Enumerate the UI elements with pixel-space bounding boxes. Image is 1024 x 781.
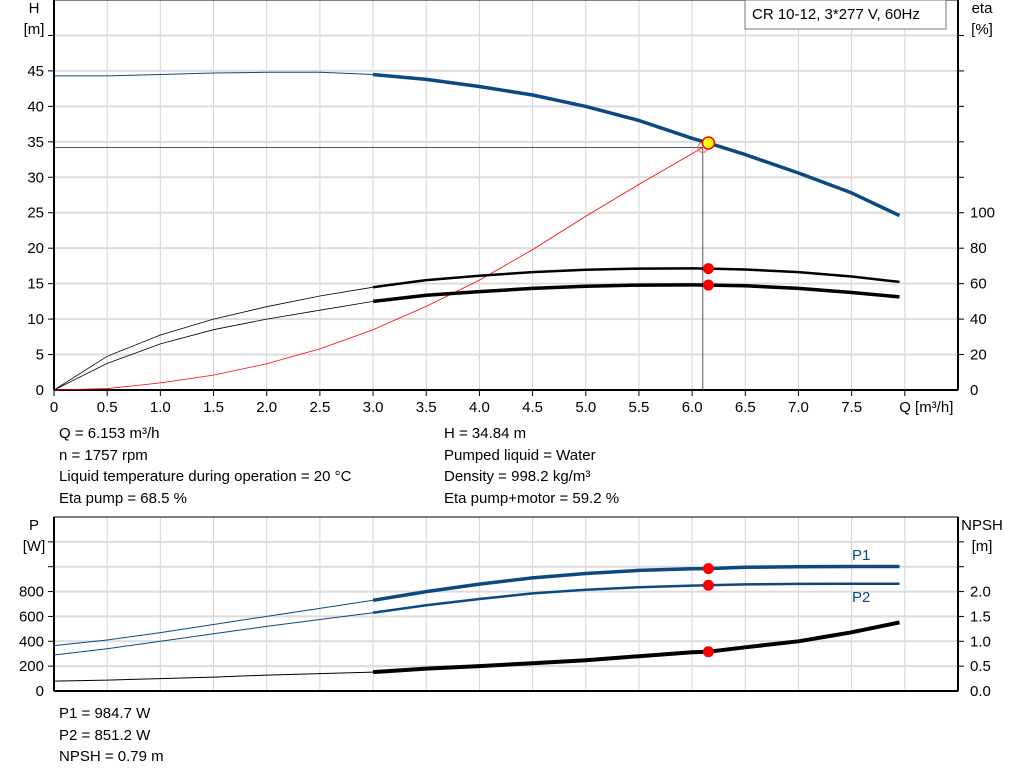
eta-total-marker xyxy=(702,279,714,291)
top-y-tick-label: 0 xyxy=(36,382,44,399)
npsh-curve xyxy=(372,620,900,675)
top-y-tick-label: 15 xyxy=(27,276,44,293)
x-tick-label: 6.0 xyxy=(682,399,703,416)
chart-title: CR 10-12, 3*277 V, 60Hz xyxy=(752,6,920,23)
info-flow: Q = 6.153 m³/h xyxy=(59,425,160,442)
top-y-label: H xyxy=(29,0,40,17)
info-npsh: NPSH = 0.79 m xyxy=(59,748,164,765)
top-y-tick-label: 30 xyxy=(27,169,44,186)
x-tick-label: 7.5 xyxy=(841,399,862,416)
top-y2-tick-label: 100 xyxy=(970,205,995,222)
bottom-y2-tick-label: 0.5 xyxy=(970,658,991,675)
p1-series-label: P1 xyxy=(852,547,870,564)
p1-marker xyxy=(702,563,714,575)
head-curve-thin xyxy=(54,71,374,77)
info-top-left: Q = 6.153 m³/h n = 1757 rpm Liquid tempe… xyxy=(59,423,351,509)
x-tick-label: 3.5 xyxy=(416,399,437,416)
eta-pump-curve-thin xyxy=(53,286,374,391)
info-eta-total: Eta pump+motor = 59.2 % xyxy=(444,489,620,507)
npsh-curve-thin xyxy=(53,671,374,682)
info-head: H = 34.84 m xyxy=(444,425,527,442)
top-y-tick-label: 20 xyxy=(27,240,44,257)
x-tick-label: 6.5 xyxy=(735,399,756,416)
top-y2-tick-label: 40 xyxy=(970,311,987,328)
x-tick-label: 3.0 xyxy=(363,399,384,416)
top-y2-tick-label: 80 xyxy=(970,240,987,257)
x-tick-label: 2.0 xyxy=(256,399,277,416)
npsh-marker xyxy=(702,646,714,658)
x-tick-label: 4.5 xyxy=(522,399,543,416)
x-tick-label: 5.0 xyxy=(575,399,596,416)
top-y2-tick-label: 0 xyxy=(970,382,978,399)
x-axis-label: Q [m³/h] xyxy=(899,399,953,416)
top-y2-label: eta xyxy=(972,0,994,17)
top-y2-tick-label: 20 xyxy=(970,347,987,364)
bottom-y-tick-label: 200 xyxy=(19,658,44,675)
top-y-tick-label: 40 xyxy=(27,98,44,115)
info-p1: P1 = 984.7 W xyxy=(59,705,151,722)
p2-curve xyxy=(372,582,900,614)
bottom-y-tick-label: 400 xyxy=(19,633,44,650)
p1-curve-thin xyxy=(53,599,374,647)
p2-marker xyxy=(702,579,714,591)
bottom-y-tick-label: 600 xyxy=(19,608,44,625)
eta-total-curve xyxy=(372,283,900,304)
system-curve xyxy=(53,147,703,391)
p1-curve xyxy=(372,564,900,603)
title-box xyxy=(744,0,947,30)
x-tick-label: 7.0 xyxy=(788,399,809,416)
info-density: Density = 998.2 kg/m³ xyxy=(444,468,591,485)
x-tick-label: 2.5 xyxy=(309,399,330,416)
top-y2-tick-label: 60 xyxy=(970,276,987,293)
x-tick-label: 5.5 xyxy=(629,399,650,416)
info-top-right: H = 34.84 m Pumped liquid = Water Densit… xyxy=(444,423,619,509)
p2-curve-thin xyxy=(53,612,374,656)
bottom-y2-label: NPSH xyxy=(961,517,1003,534)
duty-point-marker xyxy=(701,136,716,150)
info-p2: P2 = 851.2 W xyxy=(59,726,151,744)
x-tick-label: 1.0 xyxy=(150,399,171,416)
x-tick-label: 4.0 xyxy=(469,399,490,416)
top-frame xyxy=(53,0,959,391)
head-curve xyxy=(372,72,901,218)
info-liquid: Pumped liquid = Water xyxy=(444,446,596,464)
top-y2-unit: [%] xyxy=(971,21,993,38)
bottom-y2-tick-label: 1.5 xyxy=(970,608,991,625)
bottom-y-label: P xyxy=(29,517,39,534)
eta-pump-curve xyxy=(372,267,900,289)
eta-pump-marker xyxy=(702,263,714,275)
top-y-tick-label: 35 xyxy=(27,134,44,151)
x-tick-label: 1.5 xyxy=(203,399,224,416)
top-y-unit: [m] xyxy=(24,21,45,38)
bottom-y2-tick-label: 2.0 xyxy=(970,584,991,601)
x-tick-label: 0.5 xyxy=(97,399,118,416)
bottom-y-tick-label: 0 xyxy=(36,683,44,700)
bottom-y2-tick-label: 0.0 xyxy=(970,683,991,700)
info-speed: n = 1757 rpm xyxy=(59,446,148,464)
top-y-tick-label: 10 xyxy=(27,311,44,328)
bottom-y2-unit: [m] xyxy=(972,538,993,555)
bottom-y2-tick-label: 1.0 xyxy=(970,633,991,650)
x-tick-label: 0 xyxy=(50,399,58,416)
info-eta-pump: Eta pump = 68.5 % xyxy=(59,489,187,507)
bottom-y-unit: [W] xyxy=(23,538,46,555)
p2-series-label: P2 xyxy=(852,589,870,606)
top-y-tick-label: 25 xyxy=(27,205,44,222)
top-y-tick-label: 5 xyxy=(36,347,44,364)
eta-total-curve-thin xyxy=(53,301,374,391)
bottom-y-tick-label: 800 xyxy=(19,584,44,601)
top-y-tick-label: 45 xyxy=(27,63,44,80)
info-bottom: P1 = 984.7 W P2 = 851.2 W NPSH = 0.79 m xyxy=(59,703,164,768)
info-temperature: Liquid temperature during operation = 20… xyxy=(59,468,352,485)
